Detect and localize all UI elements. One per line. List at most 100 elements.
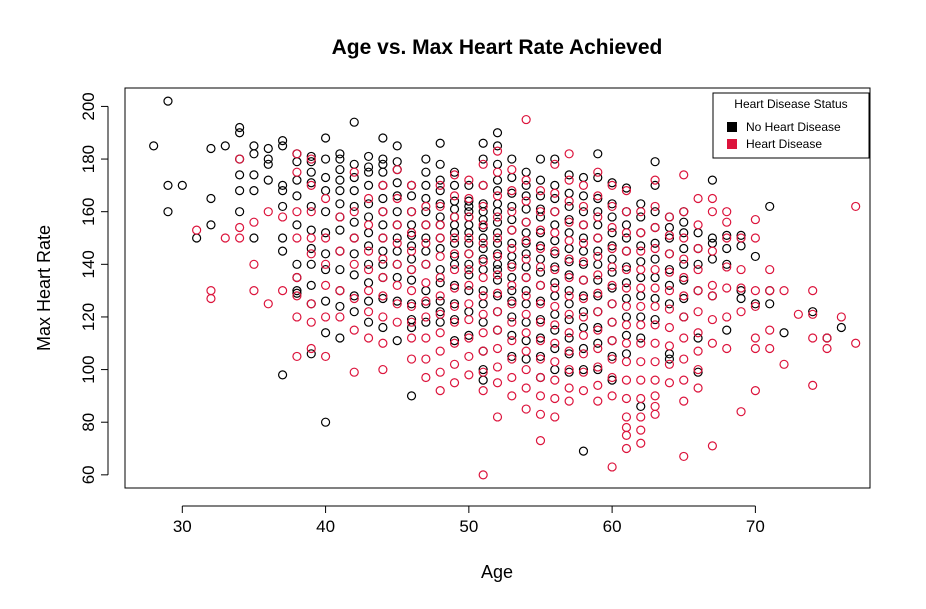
data-point	[406, 264, 417, 275]
data-point	[478, 254, 488, 264]
data-point	[478, 154, 488, 164]
data-point	[249, 149, 259, 159]
plot-area	[124, 87, 871, 489]
data-point	[750, 286, 760, 296]
data-point	[306, 317, 316, 327]
data-point	[693, 307, 703, 317]
data-point	[550, 393, 560, 404]
x-axis-title: Age	[481, 562, 513, 582]
x-tick-label: 30	[173, 517, 192, 536]
data-point	[363, 199, 374, 209]
data-point	[378, 154, 388, 164]
data-point	[521, 286, 531, 296]
data-point	[435, 346, 445, 356]
data-point	[636, 338, 646, 348]
data-point	[421, 259, 431, 269]
data-point	[693, 220, 703, 230]
data-point	[578, 191, 589, 201]
data-point	[349, 291, 359, 301]
data-point	[378, 312, 388, 322]
data-point	[722, 325, 732, 335]
data-point	[564, 270, 574, 280]
data-point	[636, 425, 646, 435]
data-point	[478, 222, 488, 233]
data-point	[449, 314, 460, 325]
data-point	[550, 325, 560, 335]
data-point	[679, 243, 689, 254]
data-point	[435, 186, 445, 196]
data-point	[478, 272, 488, 283]
data-point	[507, 354, 517, 364]
data-point	[192, 225, 202, 235]
data-point	[664, 280, 675, 290]
data-point	[707, 280, 718, 290]
data-point	[535, 191, 546, 201]
data-point	[564, 272, 574, 283]
data-point	[750, 301, 760, 312]
data-point	[435, 386, 445, 396]
data-point	[607, 199, 617, 209]
data-point	[406, 228, 417, 238]
data-point	[292, 291, 302, 301]
data-point	[421, 354, 431, 364]
data-point	[750, 299, 760, 309]
data-point	[363, 296, 374, 306]
data-point	[464, 212, 474, 222]
data-point	[736, 283, 746, 293]
data-point	[492, 217, 503, 227]
data-point	[550, 278, 560, 288]
data-point	[335, 301, 345, 312]
y-tick-label: 180	[79, 145, 98, 173]
data-point	[421, 372, 431, 383]
data-point	[593, 270, 603, 280]
data-point	[707, 193, 718, 204]
data-point	[320, 172, 331, 183]
data-point	[464, 264, 474, 275]
data-point	[421, 201, 431, 212]
data-point	[564, 364, 574, 375]
data-point	[535, 212, 546, 222]
data-point	[507, 351, 517, 362]
data-point	[349, 172, 359, 183]
data-point	[392, 259, 402, 269]
data-point	[750, 386, 760, 396]
data-point	[421, 317, 431, 327]
data-point	[464, 228, 474, 238]
data-point	[521, 383, 531, 393]
data-point	[421, 333, 431, 343]
data-point	[406, 180, 417, 190]
data-point	[421, 233, 431, 243]
chart-title: Age vs. Max Heart Rate Achieved	[332, 36, 663, 59]
data-point	[564, 257, 574, 267]
data-point	[564, 214, 574, 225]
data-point	[349, 270, 359, 280]
data-point	[578, 330, 589, 340]
data-point	[206, 220, 216, 230]
data-point	[693, 193, 703, 204]
data-point	[292, 207, 302, 217]
data-point	[206, 293, 216, 304]
data-point	[650, 375, 660, 385]
data-point	[235, 186, 245, 196]
data-point	[607, 317, 617, 327]
data-point	[564, 349, 574, 359]
data-point	[392, 141, 402, 151]
data-point	[578, 367, 589, 377]
data-point	[578, 446, 589, 456]
data-point	[306, 349, 316, 359]
data-point	[449, 299, 460, 309]
data-point	[550, 343, 560, 354]
data-point	[435, 233, 445, 243]
data-point	[277, 212, 288, 222]
data-point	[478, 309, 488, 319]
data-point	[535, 409, 546, 419]
data-point	[621, 233, 632, 243]
data-point	[392, 193, 402, 204]
data-point	[793, 309, 803, 319]
data-point	[478, 238, 488, 248]
data-point	[492, 233, 503, 243]
data-point	[335, 149, 345, 159]
data-point	[851, 201, 861, 212]
data-point	[564, 201, 574, 212]
legend-swatch-no-heart-disease	[727, 122, 737, 132]
